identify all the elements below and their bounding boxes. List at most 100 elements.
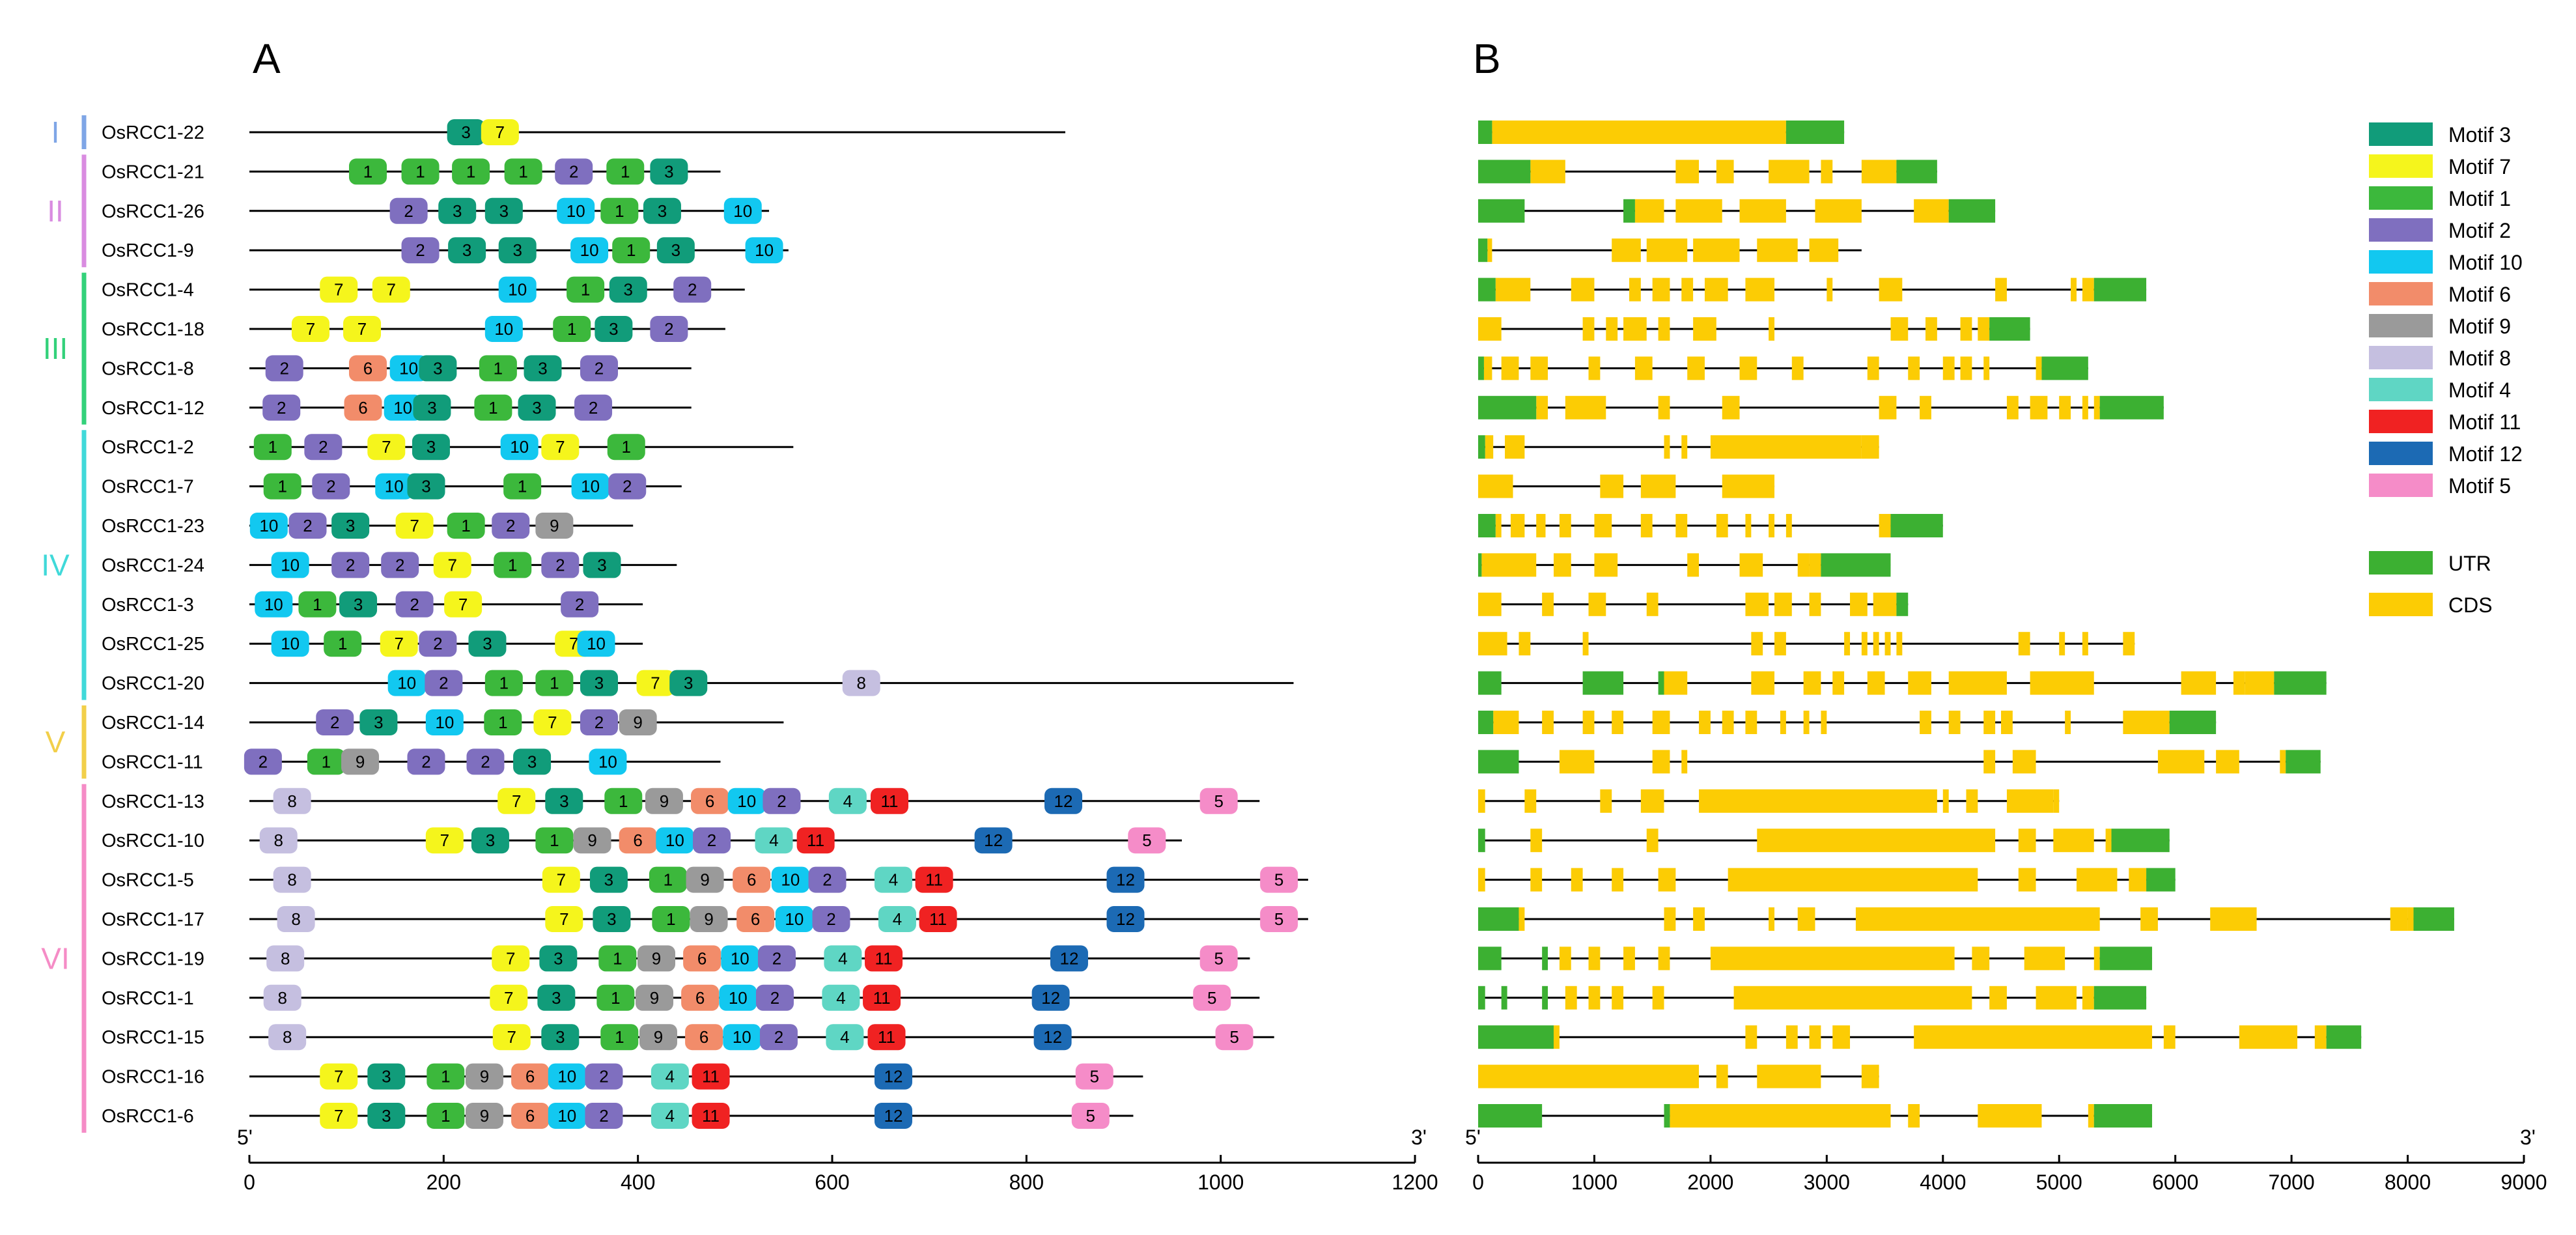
cds-exon-box bbox=[1478, 592, 1502, 616]
motif-1-box bbox=[253, 434, 292, 461]
motif-number-label: 1 bbox=[619, 791, 628, 811]
motif-1-box bbox=[401, 158, 440, 185]
motif-11-box bbox=[796, 827, 835, 854]
motif-11-box bbox=[919, 906, 957, 932]
utr-box bbox=[1623, 199, 1635, 223]
gene-name-label: OsRCC1-24 bbox=[102, 555, 204, 576]
motif-number-label: 6 bbox=[363, 358, 372, 378]
cds-exon-box bbox=[1646, 592, 1659, 616]
motif-number-label: 6 bbox=[525, 1106, 535, 1126]
motif-5-box bbox=[1075, 1063, 1113, 1090]
utr-box bbox=[1478, 1104, 1543, 1128]
motif-number-label: 3 bbox=[461, 122, 470, 142]
gene-name-label: OsRCC1-22 bbox=[102, 122, 204, 143]
motif-number-label: 6 bbox=[695, 988, 705, 1008]
cds-exon-box bbox=[1739, 553, 1763, 577]
legend-motif-1-swatch bbox=[2369, 186, 2433, 210]
motif-9-box bbox=[535, 513, 574, 539]
motif-number-label: 7 bbox=[306, 319, 315, 339]
axis-a-tick-label: 800 bbox=[1009, 1171, 1044, 1194]
motif-3-box bbox=[367, 1103, 406, 1129]
cds-exon-box bbox=[1640, 474, 1676, 498]
motif-number-label: 1 bbox=[488, 398, 497, 418]
cds-exon-box bbox=[1815, 199, 1862, 223]
cds-exon-box bbox=[1606, 317, 1618, 341]
motif-3-box bbox=[438, 197, 477, 224]
motif-number-label: 1 bbox=[518, 162, 527, 181]
gene-name-label: OsRCC1-6 bbox=[102, 1106, 194, 1127]
utr-box bbox=[1478, 671, 1502, 695]
motif-number-label: 6 bbox=[747, 870, 756, 890]
motif-1-box bbox=[649, 866, 687, 893]
motif-1-box bbox=[298, 591, 337, 618]
legend-motif-label: Motif 1 bbox=[2448, 187, 2511, 210]
motif-number-label: 7 bbox=[334, 280, 343, 300]
motif-number-label: 2 bbox=[421, 752, 430, 771]
motif-number-label: 10 bbox=[733, 201, 752, 221]
gene-name-label: OsRCC1-2 bbox=[102, 437, 194, 458]
cds-exon-box bbox=[1867, 356, 1879, 380]
motif-number-label: 3 bbox=[597, 555, 606, 575]
motif-number-label: 1 bbox=[611, 988, 620, 1008]
cds-exon-box bbox=[2065, 711, 2071, 734]
motif-1-box bbox=[504, 158, 542, 185]
motif-number-label: 5 bbox=[1207, 988, 1216, 1008]
legend-motif-label: Motif 10 bbox=[2448, 251, 2523, 274]
motif-number-label: 5 bbox=[1214, 791, 1223, 811]
gene-name-label: OsRCC1-11 bbox=[102, 752, 203, 773]
motif-number-label: 10 bbox=[494, 319, 513, 339]
legend-utr-label: UTR bbox=[2448, 552, 2491, 575]
motif-number-label: 2 bbox=[481, 752, 490, 771]
legend-motif-2-swatch bbox=[2369, 218, 2433, 242]
cds-exon-box bbox=[2157, 750, 2205, 774]
utr-box bbox=[1478, 238, 1488, 263]
cds-exon-box bbox=[2181, 671, 2217, 695]
utr-box bbox=[1478, 277, 1496, 302]
motif-10-box bbox=[425, 709, 464, 735]
cds-exon-box bbox=[1675, 199, 1722, 223]
motif-10-box bbox=[255, 591, 293, 618]
gene-name-label: OsRCC1-18 bbox=[102, 319, 204, 340]
utr-box bbox=[2413, 907, 2454, 931]
motif-2-box bbox=[389, 197, 428, 224]
motif-number-label: 8 bbox=[281, 948, 290, 968]
cds-exon-box bbox=[2245, 671, 2275, 695]
motif-number-label: 10 bbox=[435, 713, 454, 732]
cds-exon-box bbox=[1739, 356, 1757, 380]
axis-a-tick-label: 0 bbox=[244, 1171, 255, 1194]
cds-exon-box bbox=[1487, 238, 1492, 263]
motif-number-label: 2 bbox=[688, 280, 697, 300]
motif-12-box bbox=[874, 1063, 912, 1090]
motif-2-box bbox=[693, 827, 731, 854]
motif-number-label: 9 bbox=[700, 870, 709, 890]
motif-number-label: 7 bbox=[555, 437, 565, 457]
motif-number-label: 12 bbox=[1116, 870, 1135, 890]
cds-exon-box bbox=[1478, 317, 1502, 341]
motif-6-box bbox=[511, 1103, 550, 1129]
cds-exon-box bbox=[1565, 395, 1606, 419]
motif-3-box bbox=[609, 276, 647, 303]
cds-exon-box bbox=[1914, 199, 1949, 223]
cds-exon-box bbox=[2001, 711, 2013, 734]
cds-exon-box bbox=[1879, 277, 1903, 302]
cds-exon-box bbox=[1612, 711, 1624, 734]
motif-number-label: 2 bbox=[599, 1106, 608, 1126]
motif-number-label: 12 bbox=[1041, 988, 1060, 1008]
motif-number-label: 1 bbox=[626, 240, 636, 260]
motif-1-box bbox=[535, 670, 574, 696]
motif-10-box bbox=[771, 866, 809, 893]
utr-box bbox=[1478, 514, 1496, 537]
cds-exon-box bbox=[1722, 395, 1740, 419]
motif-number-label: 7 bbox=[557, 870, 566, 890]
cds-exon-box bbox=[1809, 238, 1839, 263]
motif-3-box bbox=[468, 631, 507, 657]
motif-number-label: 10 bbox=[281, 634, 300, 653]
motif-6-box bbox=[685, 1024, 723, 1051]
axis-a-3prime-label: 3' bbox=[1411, 1126, 1427, 1149]
cds-exon-box bbox=[2006, 395, 2019, 419]
cds-exon-box bbox=[1600, 789, 1612, 813]
motif-number-label: 10 bbox=[557, 1106, 576, 1126]
motif-2-box bbox=[262, 394, 301, 421]
motif-4-box bbox=[651, 1063, 689, 1090]
motif-8-box bbox=[268, 1024, 307, 1051]
